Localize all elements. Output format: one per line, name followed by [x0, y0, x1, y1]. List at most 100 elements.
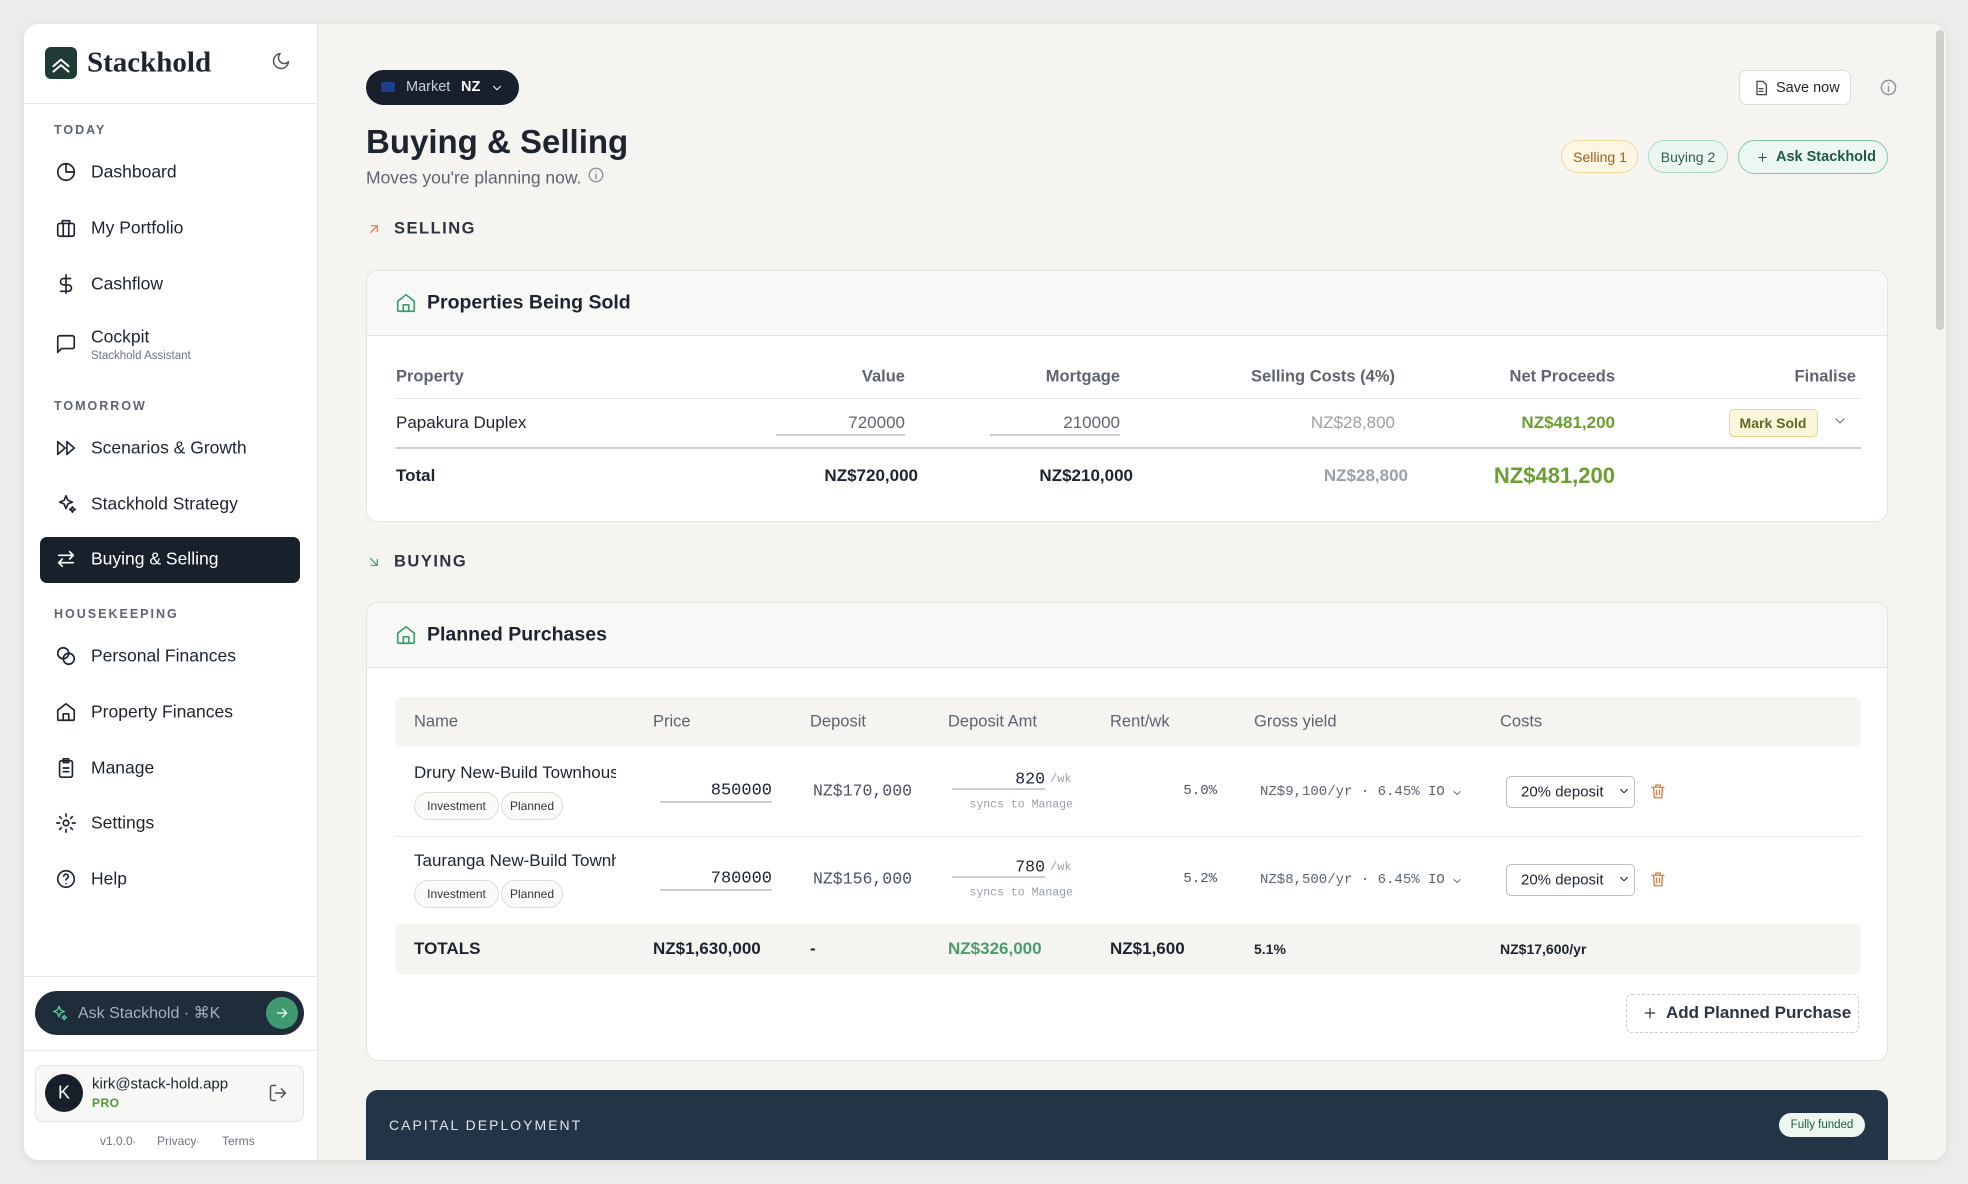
brand: Stackhold [87, 46, 212, 79]
deposit-select[interactable] [1506, 864, 1635, 896]
scrollbar-thumb [1936, 30, 1944, 330]
card-title: Planned Purchases [427, 623, 607, 646]
ask-label[interactable]: Ask Stackhold [1776, 149, 1876, 165]
deposit: NZ$170,000 [813, 781, 913, 801]
nav-item[interactable]: Property Finances [91, 701, 234, 722]
theme-toggle [271, 51, 291, 71]
delete [1649, 782, 1667, 800]
add-label[interactable]: Add Planned Purchase [1666, 1003, 1852, 1022]
card-header [367, 271, 1887, 336]
rent-unit: /wk [1050, 860, 1072, 874]
input-underline [952, 876, 1045, 878]
pill-label[interactable]: Buying 2 [1660, 149, 1716, 165]
input-underline [660, 889, 772, 891]
nav-item[interactable]: My Portfolio [91, 217, 184, 238]
rent-unit: /wk [1050, 772, 1072, 786]
nav-item-sublabel: Stackhold Assistant [91, 350, 191, 362]
purchase-name: Drury New-Build Townhouse [414, 763, 616, 782]
info [1879, 78, 1898, 97]
save-icon [1753, 80, 1769, 96]
deposit: NZ$156,000 [813, 869, 913, 889]
price-input[interactable]: 850000 [710, 781, 772, 801]
ask-bar[interactable] [35, 991, 304, 1035]
footer-link[interactable]: Terms [222, 1134, 255, 1148]
nav-item[interactable]: Manage [91, 757, 155, 778]
save-button[interactable] [1739, 70, 1851, 105]
capital-label: CAPITAL DEPLOYMENT [389, 1117, 583, 1133]
nav-item-active[interactable] [40, 537, 300, 583]
divider [24, 103, 318, 104]
ask-icon [50, 1004, 68, 1022]
pill[interactable] [1648, 140, 1728, 173]
mark-sold-button[interactable] [1729, 409, 1818, 437]
column-header: Net Proceeds [1509, 367, 1615, 386]
nav-icon [55, 645, 77, 667]
totals-cell: 5.1% [1254, 941, 1286, 957]
nav-item[interactable]: Stackhold Strategy [91, 493, 238, 514]
tag [501, 880, 563, 908]
select-chevron [1617, 872, 1631, 886]
pill-label[interactable]: Selling 1 [1573, 149, 1627, 165]
costs-chevron [1451, 874, 1463, 886]
expand [1832, 413, 1848, 429]
column-header: Costs [1500, 712, 1543, 731]
delete [1649, 870, 1667, 888]
tag-label: Planned [509, 799, 555, 813]
mark-sold-label[interactable]: Mark Sold [1739, 415, 1807, 431]
rent-input[interactable]: 820 [1015, 769, 1045, 789]
nav-item[interactable]: Settings [91, 812, 155, 833]
nav-item[interactable]: Dashboard [91, 161, 177, 182]
nav-item[interactable]: Scenarios & Growth [91, 437, 247, 458]
status-pill [1779, 1113, 1865, 1137]
column-header: Deposit Amt [948, 712, 1037, 731]
totals-cell: NZ$1,630,000 [653, 939, 761, 958]
totals-band [395, 924, 1861, 974]
value-input[interactable]: 720000 [848, 413, 905, 432]
total-cell: Total [396, 466, 436, 485]
nav-icon [55, 868, 77, 890]
footer-link[interactable]: Privacy [157, 1134, 197, 1148]
costs[interactable]: NZ$8,500/yr · 6.45% IO [1260, 872, 1445, 888]
costs[interactable]: NZ$9,100/yr · 6.45% IO [1260, 784, 1445, 800]
costs-chevron [1451, 786, 1463, 798]
nav-item[interactable]: Buying & Selling [91, 548, 219, 569]
add-icon [1642, 1005, 1658, 1021]
mortgage-input[interactable]: 210000 [1063, 413, 1120, 432]
nav-icon [55, 548, 77, 570]
deposit-select-value[interactable]: 20% deposit [1521, 783, 1604, 801]
market-chevron [490, 81, 504, 95]
tag [414, 880, 499, 908]
rent-input[interactable]: 780 [1015, 857, 1045, 877]
divider [24, 976, 318, 977]
page-title: Buying & Selling [366, 123, 629, 160]
nav-item[interactable]: Cockpit [91, 326, 150, 347]
pill[interactable] [1561, 140, 1638, 173]
divider [24, 1050, 318, 1051]
ask-plus [1756, 151, 1769, 164]
deposit-select[interactable] [1506, 776, 1635, 808]
nav-item[interactable]: Cashflow [91, 273, 163, 294]
nav-icon [55, 161, 77, 183]
footer-link: · [132, 1134, 136, 1148]
nav-item[interactable]: Personal Finances [91, 645, 236, 666]
tag-label: Planned [509, 887, 555, 901]
tag-label: Investment [427, 887, 486, 901]
section-label: BUYING [394, 552, 468, 571]
purchase-name: Tauranga New-Build Townhouse [414, 851, 616, 870]
save-label[interactable]: Save now [1776, 80, 1840, 96]
ask-input[interactable]: Ask Stackhold · ⌘K [78, 1005, 221, 1022]
add-button[interactable] [1626, 994, 1859, 1033]
user-email: kirk@stack-hold.app [92, 1075, 229, 1093]
logout [268, 1083, 288, 1103]
column-header: Selling Costs (4%) [1251, 367, 1395, 386]
gross-yield: 5.0% [1183, 783, 1217, 799]
deposit-select-value[interactable]: 20% deposit [1521, 871, 1604, 889]
section-label: SELLING [394, 219, 477, 238]
market-value: NZ [461, 79, 481, 95]
nav-item[interactable]: Help [91, 868, 127, 889]
totals-cell: NZ$17,600/yr [1500, 941, 1587, 957]
select-chevron [1617, 784, 1631, 798]
price-input[interactable]: 780000 [710, 869, 772, 889]
input-underline [990, 434, 1120, 436]
